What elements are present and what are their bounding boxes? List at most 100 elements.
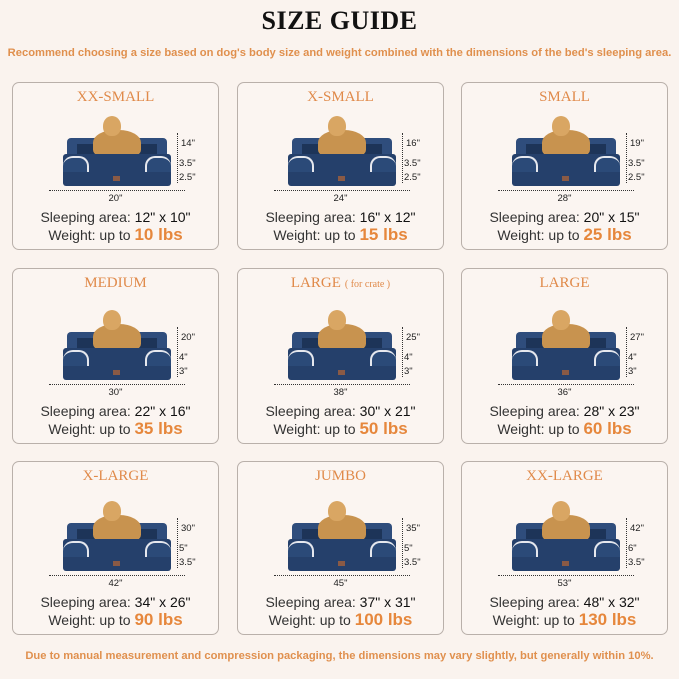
size-label: LARGE [290, 275, 341, 291]
sleeping-area-label: Sleeping area: [265, 403, 356, 419]
width-dimension-line [274, 575, 410, 576]
sleeping-area: Sleeping area: 12" x 10" [13, 209, 218, 225]
bed-bolster-right [594, 350, 620, 366]
pet-head [103, 501, 121, 521]
base-height-label: 3.5" [179, 557, 196, 568]
weight-limit: Weight: up to 50 lbs [238, 419, 443, 439]
bolster-height-label: 4" [179, 352, 188, 363]
weight-limit: Weight: up to 90 lbs [13, 610, 218, 630]
sleeping-area-value: 48" x 32" [583, 594, 640, 610]
height-label: 16" [406, 138, 420, 149]
bolster-height-label: 4" [404, 352, 413, 363]
subtitle: Recommend choosing a size based on dog's… [7, 47, 672, 59]
base-height-label: 3" [404, 366, 413, 377]
bed-bolster-left [63, 156, 89, 172]
sleeping-area-label: Sleeping area: [265, 594, 356, 610]
bed-image [63, 501, 171, 571]
base-height-label: 3.5" [628, 557, 645, 568]
width-dimension-line [49, 575, 185, 576]
pet-head [328, 310, 346, 330]
width-label: 20" [108, 193, 123, 204]
weight-limit: Weight: up to 130 lbs [462, 610, 667, 630]
size-card: JUMBO 35" 5" 3.5" 45" Sleeping area: 37"… [237, 461, 444, 635]
width-label: 28" [557, 193, 572, 204]
size-card: LARGE( for crate ) 25" 4" 3" 38" Sleepin… [237, 268, 444, 444]
size-name: LARGE [462, 275, 667, 292]
size-card: X-SMALL 16" 3.5" 2.5" 24" Sleeping area:… [237, 82, 444, 250]
size-name: XX-SMALL [13, 89, 218, 106]
sleeping-area-label: Sleeping area: [489, 403, 580, 419]
weight-value: 15 lbs [359, 225, 408, 244]
weight-limit: Weight: up to 60 lbs [462, 419, 667, 439]
weight-label: Weight: up to [268, 612, 351, 628]
bolster-height-label: 4" [628, 352, 637, 363]
weight-value: 50 lbs [359, 419, 408, 438]
height-dimension-line [626, 133, 627, 183]
height-label: 30" [181, 523, 195, 534]
bed-bolster-right [594, 541, 620, 557]
bed-image [512, 501, 620, 571]
size-card: XX-LARGE 42" 6" 3.5" 53" Sleeping area: … [461, 461, 668, 635]
sleeping-area-value: 20" x 15" [583, 209, 640, 225]
width-label: 30" [108, 387, 123, 398]
weight-value: 60 lbs [583, 419, 632, 438]
sleeping-area-value: 37" x 31" [359, 594, 416, 610]
height-label: 14" [181, 138, 195, 149]
sleeping-area-label: Sleeping area: [40, 209, 131, 225]
weight-label: Weight: up to [48, 421, 131, 437]
bed-tag [113, 370, 120, 375]
size-label: LARGE [539, 275, 590, 291]
base-height-label: 3.5" [404, 557, 421, 568]
size-name: LARGE( for crate ) [238, 275, 443, 292]
size-name: SMALL [462, 89, 667, 106]
size-name: XX-LARGE [462, 468, 667, 485]
size-label: XX-SMALL [76, 89, 155, 105]
bed-bolster-left [288, 541, 314, 557]
bed-bolster-right [145, 350, 171, 366]
weight-label: Weight: up to [273, 421, 356, 437]
size-name: MEDIUM [13, 275, 218, 292]
pet-head [328, 116, 346, 136]
size-label: XX-LARGE [526, 468, 603, 484]
width-dimension-line [498, 384, 634, 385]
bed-tag [113, 561, 120, 566]
height-label: 25" [406, 332, 420, 343]
bed-image [512, 116, 620, 186]
sleeping-area: Sleeping area: 34" x 26" [13, 594, 218, 610]
bed-bolster-left [288, 156, 314, 172]
bed-bolster-left [512, 541, 538, 557]
pet-head [328, 501, 346, 521]
bed-image [63, 310, 171, 380]
bed-image [288, 310, 396, 380]
height-dimension-line [177, 327, 178, 377]
width-label: 53" [557, 578, 572, 589]
width-dimension-line [274, 384, 410, 385]
weight-label: Weight: up to [497, 421, 580, 437]
size-card: XX-SMALL 14" 3.5" 2.5" 20" Sleeping area… [12, 82, 219, 250]
weight-limit: Weight: up to 10 lbs [13, 225, 218, 245]
weight-label: Weight: up to [273, 227, 356, 243]
sleeping-area: Sleeping area: 30" x 21" [238, 403, 443, 419]
bed-image [512, 310, 620, 380]
width-label: 45" [333, 578, 348, 589]
bed-image [63, 116, 171, 186]
size-label: X-SMALL [307, 89, 374, 105]
size-label: JUMBO [315, 468, 366, 484]
bed-bolster-left [512, 350, 538, 366]
size-label: SMALL [539, 89, 590, 105]
width-label: 36" [557, 387, 572, 398]
weight-value: 25 lbs [583, 225, 632, 244]
weight-limit: Weight: up to 35 lbs [13, 419, 218, 439]
size-card: LARGE 27" 4" 3" 36" Sleeping area: 28" x… [461, 268, 668, 444]
pet-head [552, 501, 570, 521]
bed-bolster-right [145, 156, 171, 172]
bed-bolster-right [145, 541, 171, 557]
base-height-label: 3" [179, 366, 188, 377]
sleeping-area: Sleeping area: 48" x 32" [462, 594, 667, 610]
pet-head [552, 116, 570, 136]
sleeping-area-label: Sleeping area: [489, 209, 580, 225]
width-label: 42" [108, 578, 123, 589]
width-dimension-line [49, 384, 185, 385]
weight-limit: Weight: up to 100 lbs [238, 610, 443, 630]
